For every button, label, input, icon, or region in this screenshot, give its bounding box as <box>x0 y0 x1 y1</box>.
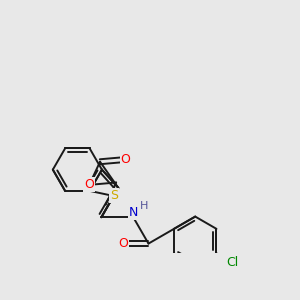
Text: O: O <box>118 237 128 250</box>
Text: S: S <box>110 190 118 202</box>
Text: O: O <box>84 178 94 191</box>
Text: H: H <box>140 201 148 212</box>
Text: O: O <box>121 153 130 166</box>
Text: N: N <box>129 206 138 219</box>
Text: Cl: Cl <box>226 256 239 269</box>
